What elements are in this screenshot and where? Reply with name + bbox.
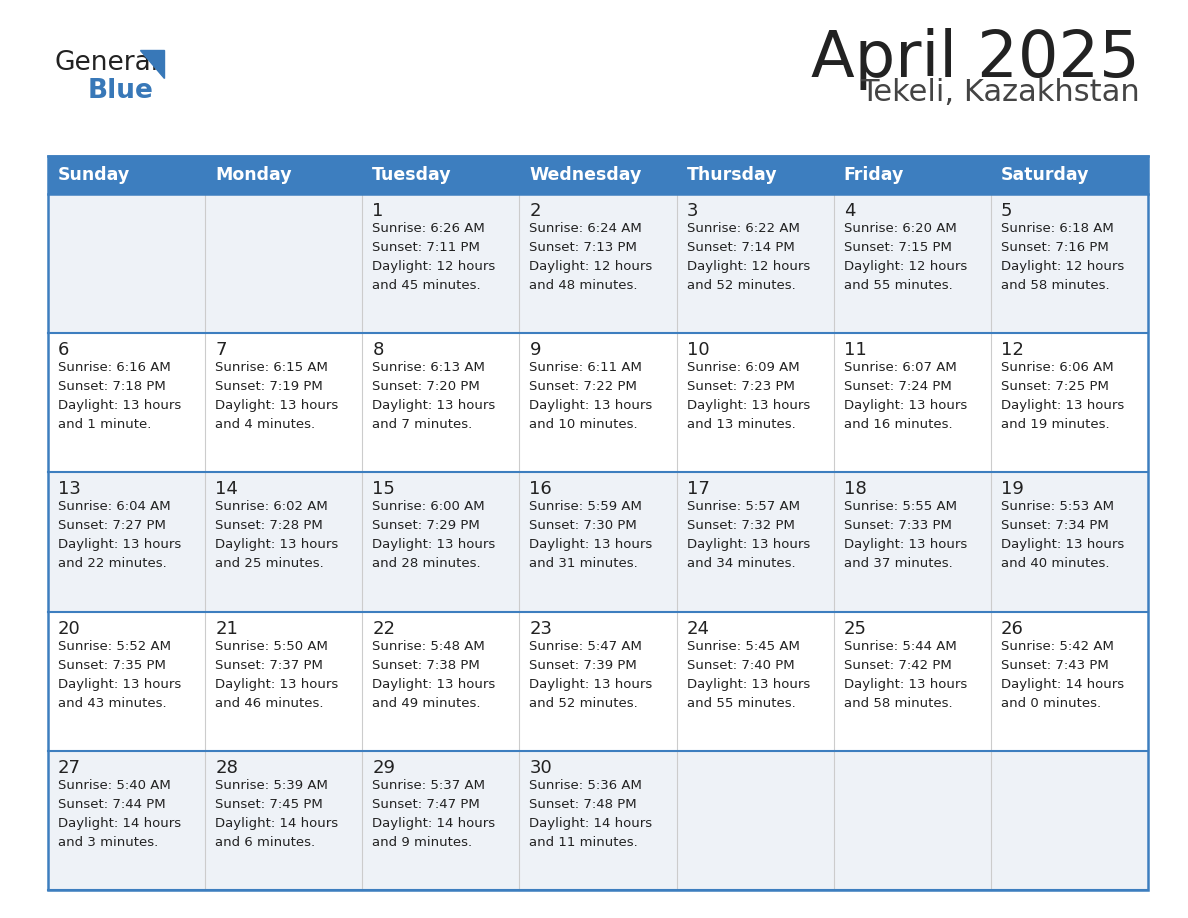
Bar — [48, 333, 1148, 473]
Text: 29: 29 — [372, 759, 396, 777]
Text: 15: 15 — [372, 480, 396, 498]
Bar — [991, 156, 1148, 194]
Text: Sunrise: 6:07 AM
Sunset: 7:24 PM
Daylight: 13 hours
and 16 minutes.: Sunrise: 6:07 AM Sunset: 7:24 PM Dayligh… — [843, 361, 967, 431]
Text: Sunrise: 5:37 AM
Sunset: 7:47 PM
Daylight: 14 hours
and 9 minutes.: Sunrise: 5:37 AM Sunset: 7:47 PM Dayligh… — [372, 778, 495, 849]
Text: 13: 13 — [58, 480, 81, 498]
Text: Sunrise: 5:47 AM
Sunset: 7:39 PM
Daylight: 13 hours
and 52 minutes.: Sunrise: 5:47 AM Sunset: 7:39 PM Dayligh… — [530, 640, 652, 710]
Text: Sunrise: 6:13 AM
Sunset: 7:20 PM
Daylight: 13 hours
and 7 minutes.: Sunrise: 6:13 AM Sunset: 7:20 PM Dayligh… — [372, 361, 495, 431]
Text: Sunrise: 5:39 AM
Sunset: 7:45 PM
Daylight: 14 hours
and 6 minutes.: Sunrise: 5:39 AM Sunset: 7:45 PM Dayligh… — [215, 778, 339, 849]
Bar — [677, 156, 834, 194]
Text: 14: 14 — [215, 480, 238, 498]
Bar — [48, 473, 1148, 611]
Text: 11: 11 — [843, 341, 866, 359]
Text: April 2025: April 2025 — [811, 28, 1140, 90]
Text: 18: 18 — [843, 480, 866, 498]
Text: 2: 2 — [530, 202, 541, 220]
Text: Sunrise: 5:36 AM
Sunset: 7:48 PM
Daylight: 14 hours
and 11 minutes.: Sunrise: 5:36 AM Sunset: 7:48 PM Dayligh… — [530, 778, 652, 849]
Text: Wednesday: Wednesday — [530, 166, 642, 184]
Text: 26: 26 — [1000, 620, 1024, 638]
Bar — [206, 156, 362, 194]
Text: 27: 27 — [58, 759, 81, 777]
Text: Sunrise: 5:53 AM
Sunset: 7:34 PM
Daylight: 13 hours
and 40 minutes.: Sunrise: 5:53 AM Sunset: 7:34 PM Dayligh… — [1000, 500, 1124, 570]
Text: 24: 24 — [687, 620, 709, 638]
Text: 5: 5 — [1000, 202, 1012, 220]
Text: Sunrise: 6:26 AM
Sunset: 7:11 PM
Daylight: 12 hours
and 45 minutes.: Sunrise: 6:26 AM Sunset: 7:11 PM Dayligh… — [372, 222, 495, 292]
Text: 8: 8 — [372, 341, 384, 359]
Text: 23: 23 — [530, 620, 552, 638]
Text: Sunrise: 5:42 AM
Sunset: 7:43 PM
Daylight: 14 hours
and 0 minutes.: Sunrise: 5:42 AM Sunset: 7:43 PM Dayligh… — [1000, 640, 1124, 710]
Bar — [48, 751, 1148, 890]
Bar — [519, 156, 677, 194]
Text: 4: 4 — [843, 202, 855, 220]
Text: 22: 22 — [372, 620, 396, 638]
Text: Tekeli, Kazakhstan: Tekeli, Kazakhstan — [860, 78, 1140, 107]
Text: 12: 12 — [1000, 341, 1024, 359]
Text: Sunrise: 6:22 AM
Sunset: 7:14 PM
Daylight: 12 hours
and 52 minutes.: Sunrise: 6:22 AM Sunset: 7:14 PM Dayligh… — [687, 222, 810, 292]
Text: Saturday: Saturday — [1000, 166, 1089, 184]
Text: General: General — [55, 50, 159, 76]
Text: 25: 25 — [843, 620, 867, 638]
Text: Sunrise: 6:00 AM
Sunset: 7:29 PM
Daylight: 13 hours
and 28 minutes.: Sunrise: 6:00 AM Sunset: 7:29 PM Dayligh… — [372, 500, 495, 570]
Text: Sunrise: 6:16 AM
Sunset: 7:18 PM
Daylight: 13 hours
and 1 minute.: Sunrise: 6:16 AM Sunset: 7:18 PM Dayligh… — [58, 361, 182, 431]
Text: Monday: Monday — [215, 166, 292, 184]
Text: Friday: Friday — [843, 166, 904, 184]
Text: 30: 30 — [530, 759, 552, 777]
Polygon shape — [140, 50, 164, 78]
Bar — [362, 156, 519, 194]
Text: 17: 17 — [687, 480, 709, 498]
Bar — [48, 611, 1148, 751]
Text: 6: 6 — [58, 341, 69, 359]
Text: 9: 9 — [530, 341, 541, 359]
Text: Sunrise: 5:50 AM
Sunset: 7:37 PM
Daylight: 13 hours
and 46 minutes.: Sunrise: 5:50 AM Sunset: 7:37 PM Dayligh… — [215, 640, 339, 710]
Text: Sunrise: 5:44 AM
Sunset: 7:42 PM
Daylight: 13 hours
and 58 minutes.: Sunrise: 5:44 AM Sunset: 7:42 PM Dayligh… — [843, 640, 967, 710]
Bar — [48, 156, 1148, 890]
Text: Sunrise: 5:48 AM
Sunset: 7:38 PM
Daylight: 13 hours
and 49 minutes.: Sunrise: 5:48 AM Sunset: 7:38 PM Dayligh… — [372, 640, 495, 710]
Text: 1: 1 — [372, 202, 384, 220]
Text: Sunrise: 6:02 AM
Sunset: 7:28 PM
Daylight: 13 hours
and 25 minutes.: Sunrise: 6:02 AM Sunset: 7:28 PM Dayligh… — [215, 500, 339, 570]
Text: Sunrise: 6:20 AM
Sunset: 7:15 PM
Daylight: 12 hours
and 55 minutes.: Sunrise: 6:20 AM Sunset: 7:15 PM Dayligh… — [843, 222, 967, 292]
Text: Sunrise: 5:40 AM
Sunset: 7:44 PM
Daylight: 14 hours
and 3 minutes.: Sunrise: 5:40 AM Sunset: 7:44 PM Dayligh… — [58, 778, 181, 849]
Bar — [834, 156, 991, 194]
Text: 3: 3 — [687, 202, 699, 220]
Text: 16: 16 — [530, 480, 552, 498]
Text: Tuesday: Tuesday — [372, 166, 451, 184]
Bar — [48, 194, 1148, 333]
Text: Sunrise: 6:24 AM
Sunset: 7:13 PM
Daylight: 12 hours
and 48 minutes.: Sunrise: 6:24 AM Sunset: 7:13 PM Dayligh… — [530, 222, 652, 292]
Text: Thursday: Thursday — [687, 166, 777, 184]
Text: Sunrise: 6:04 AM
Sunset: 7:27 PM
Daylight: 13 hours
and 22 minutes.: Sunrise: 6:04 AM Sunset: 7:27 PM Dayligh… — [58, 500, 182, 570]
Text: 19: 19 — [1000, 480, 1024, 498]
Text: Blue: Blue — [88, 78, 154, 104]
Text: Sunday: Sunday — [58, 166, 131, 184]
Text: Sunrise: 5:59 AM
Sunset: 7:30 PM
Daylight: 13 hours
and 31 minutes.: Sunrise: 5:59 AM Sunset: 7:30 PM Dayligh… — [530, 500, 652, 570]
Text: 10: 10 — [687, 341, 709, 359]
Text: 21: 21 — [215, 620, 238, 638]
Bar — [48, 156, 206, 194]
Text: Sunrise: 6:15 AM
Sunset: 7:19 PM
Daylight: 13 hours
and 4 minutes.: Sunrise: 6:15 AM Sunset: 7:19 PM Dayligh… — [215, 361, 339, 431]
Text: Sunrise: 6:06 AM
Sunset: 7:25 PM
Daylight: 13 hours
and 19 minutes.: Sunrise: 6:06 AM Sunset: 7:25 PM Dayligh… — [1000, 361, 1124, 431]
Text: 28: 28 — [215, 759, 238, 777]
Text: Sunrise: 6:09 AM
Sunset: 7:23 PM
Daylight: 13 hours
and 13 minutes.: Sunrise: 6:09 AM Sunset: 7:23 PM Dayligh… — [687, 361, 810, 431]
Text: Sunrise: 5:45 AM
Sunset: 7:40 PM
Daylight: 13 hours
and 55 minutes.: Sunrise: 5:45 AM Sunset: 7:40 PM Dayligh… — [687, 640, 810, 710]
Text: Sunrise: 5:52 AM
Sunset: 7:35 PM
Daylight: 13 hours
and 43 minutes.: Sunrise: 5:52 AM Sunset: 7:35 PM Dayligh… — [58, 640, 182, 710]
Text: Sunrise: 6:18 AM
Sunset: 7:16 PM
Daylight: 12 hours
and 58 minutes.: Sunrise: 6:18 AM Sunset: 7:16 PM Dayligh… — [1000, 222, 1124, 292]
Text: Sunrise: 6:11 AM
Sunset: 7:22 PM
Daylight: 13 hours
and 10 minutes.: Sunrise: 6:11 AM Sunset: 7:22 PM Dayligh… — [530, 361, 652, 431]
Text: Sunrise: 5:57 AM
Sunset: 7:32 PM
Daylight: 13 hours
and 34 minutes.: Sunrise: 5:57 AM Sunset: 7:32 PM Dayligh… — [687, 500, 810, 570]
Text: 7: 7 — [215, 341, 227, 359]
Text: Sunrise: 5:55 AM
Sunset: 7:33 PM
Daylight: 13 hours
and 37 minutes.: Sunrise: 5:55 AM Sunset: 7:33 PM Dayligh… — [843, 500, 967, 570]
Text: 20: 20 — [58, 620, 81, 638]
